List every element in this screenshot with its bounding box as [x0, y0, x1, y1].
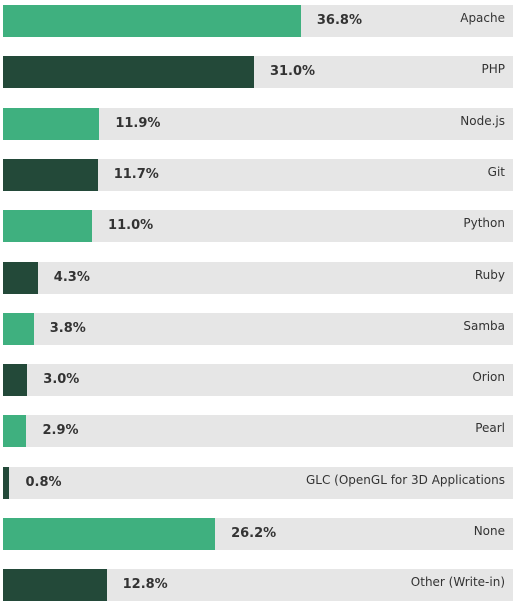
data-label: 12.8% — [122, 577, 168, 593]
data-label: 11.0% — [108, 218, 154, 234]
bar — [3, 261, 38, 294]
data-label: 11.9% — [115, 115, 161, 131]
bar — [3, 158, 98, 191]
bar-row: 11.0% Python — [3, 210, 513, 243]
category-label: PHP — [481, 62, 506, 77]
bar-row: 0.8% GLC (OpenGL for 3D Applications — [3, 466, 513, 499]
data-label: 2.9% — [42, 423, 79, 439]
bar-row: 11.9% Node.js — [3, 107, 513, 140]
category-label: Pearl — [475, 421, 505, 436]
bar-row: 26.2% None — [3, 518, 513, 550]
bar-row: 36.8% Apache — [3, 5, 513, 37]
bar-row: 31.0% PHP — [3, 56, 513, 89]
bar — [3, 5, 301, 37]
category-label: Other (Write-in) — [410, 575, 505, 590]
bar — [3, 518, 216, 550]
category-label: Node.js — [460, 113, 505, 128]
bar — [3, 312, 34, 345]
bar-row: 12.8% Other (Write-in) — [3, 569, 513, 601]
bar-track — [3, 364, 513, 397]
data-label: 0.8% — [25, 474, 62, 490]
data-label: 31.0% — [269, 64, 316, 80]
bar — [3, 56, 254, 89]
bar-track — [3, 261, 513, 294]
bar-track — [3, 466, 513, 499]
category-label: Orion — [472, 370, 505, 385]
bar-row: 3.0% Orion — [3, 364, 513, 397]
bar — [3, 415, 27, 448]
bar — [3, 466, 10, 499]
data-label: 11.7% — [113, 166, 159, 182]
category-label: Python — [463, 216, 505, 231]
bar-row: 3.8% Samba — [3, 312, 513, 345]
bar-row: 11.7% Git — [3, 158, 513, 191]
bar-track — [3, 312, 513, 345]
data-label: 3.8% — [49, 320, 86, 336]
bar — [3, 569, 107, 601]
data-label: 36.8% — [316, 13, 362, 28]
category-label: Git — [487, 164, 505, 179]
category-label: None — [473, 524, 505, 538]
data-label: 26.2% — [231, 526, 277, 541]
category-label: GLC (OpenGL for 3D Applications — [305, 472, 505, 487]
category-label: Samba — [463, 318, 505, 333]
bar — [3, 364, 28, 397]
data-label: 4.3% — [53, 269, 90, 285]
bar-row: 2.9% Pearl — [3, 415, 513, 448]
bar-row: 4.3% Ruby — [3, 261, 513, 294]
bar — [3, 210, 93, 243]
data-label: 3.0% — [43, 372, 80, 388]
bar-track — [3, 415, 513, 448]
category-label: Apache — [460, 11, 505, 25]
category-label: Ruby — [474, 267, 505, 282]
bar — [3, 107, 100, 140]
